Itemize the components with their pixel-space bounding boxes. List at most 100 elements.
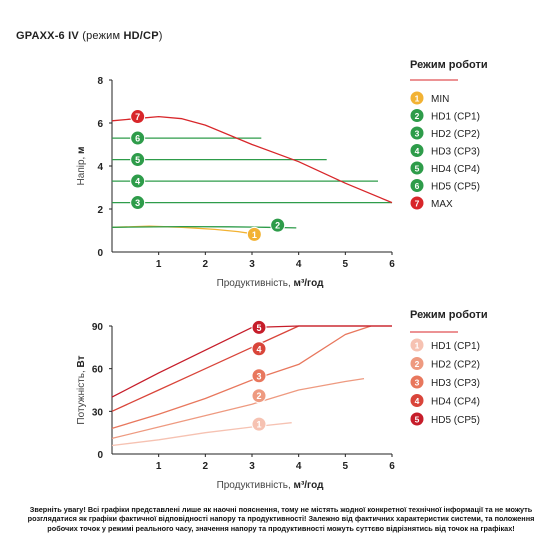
series-marker-4 [251,341,267,357]
series-marker-3 [251,368,267,384]
legend-marker-label: 3 [415,129,420,139]
legend-marker-label: 5 [415,415,420,425]
legend-marker-3 [410,375,424,389]
series-marker-4 [130,173,146,189]
series-marker-label: 1 [256,420,261,430]
legend-marker-4 [410,144,424,157]
legend-marker-4 [410,394,424,407]
legend-marker-label: 3 [415,378,420,388]
series-marker-label: 2 [256,391,261,401]
series-marker-2 [251,388,267,404]
series-marker-label: 2 [275,221,280,231]
disclaimer-note: Зверніть увагу! Всі графіки представлені… [27,505,535,533]
legend-marker-label: 7 [415,199,420,209]
legend-entry: HD4 (CP4) [431,397,480,408]
series-line-5 [111,325,392,398]
legend-marker-label: 6 [415,181,420,191]
legend-marker-label: 4 [415,146,420,156]
series-marker-1 [251,416,267,432]
x-axis-label: Продуктивність, м³/год [217,278,325,289]
legend-marker-5 [410,412,424,426]
legend-marker-2 [410,109,424,122]
y-tick-label: 8 [97,76,103,87]
legend-marker-label: 2 [415,111,420,121]
series-marker-1 [246,226,262,242]
legend-marker-label: 5 [415,164,420,174]
legend-marker-6 [410,179,424,192]
series-marker-5 [130,152,146,168]
y-tick-label: 30 [92,407,104,418]
chart-title: GPAXX-6 IV (режим HD/CP) [16,30,163,42]
series-marker-label: 3 [135,198,140,208]
series-marker-2 [270,217,286,233]
series-line-2 [111,225,297,229]
legend-entry: HD3 (CP3) [431,147,480,158]
legend-title: Режим роботи [410,309,488,321]
series-marker-6 [130,130,146,146]
model-name-suffix: XX-6 IV [39,30,79,42]
series-line-2 [111,377,365,440]
series-marker-label: 1 [252,230,257,240]
series-marker-7 [130,109,146,125]
mode-name: HD/CP [123,30,159,42]
legend-marker-7 [410,196,424,210]
legend-entry: HD5 (CP5) [431,182,480,193]
legend-marker-1 [410,338,424,352]
legend-marker-1 [410,91,424,105]
series-marker-label: 7 [135,112,140,122]
legend-entry: MIN [431,94,449,105]
x-tick-label: 5 [343,259,349,270]
y-tick-label: 4 [97,162,103,173]
series-line-3 [111,325,372,430]
legend-marker-label: 2 [415,359,420,369]
legend-entry: HD4 (CP4) [431,164,480,175]
legend-marker-5 [410,161,424,175]
chart-1: 0 2 4 6 8 1 2 3 4 5 6 Продуктивність, м³/год Напір, … [76,59,488,289]
legend-marker-2 [410,357,424,370]
x-tick-label: 3 [249,259,255,270]
series-marker-label: 4 [256,344,261,354]
origin-tick-label: 0 [97,248,103,259]
series-marker-label: 5 [135,155,140,165]
series-line-4 [111,325,392,412]
y-axis-label: Потужність, Вт [76,355,87,424]
mode-suffix: ) [158,30,163,42]
x-axis-label: Продуктивність, м³/год [217,480,325,491]
series-marker-label: 3 [256,371,261,381]
y-tick-label: 6 [97,119,103,130]
legend-marker-label: 1 [415,94,420,104]
y-tick-label: 2 [97,205,103,216]
x-tick-label: 2 [203,259,209,270]
model-name-bold: GPA [16,30,40,42]
x-tick-label: 6 [389,461,395,472]
x-tick-label: 4 [296,461,302,472]
legend-entry: HD1 (CP1) [431,112,480,123]
series-marker-label: 4 [135,177,140,187]
chart-2: 0 30 60 90 1 2 3 4 5 6 Продуктивність, м³/год Потуж… [76,309,488,491]
legend-title: Режим роботи [410,59,488,71]
legend-marker-label: 1 [415,341,420,351]
legend-entry: HD5 (CP5) [431,415,480,426]
legend-entry: HD2 (CP2) [431,129,480,140]
x-tick-label: 1 [156,259,162,270]
y-tick-label: 90 [92,322,104,333]
legend-entry: MAX [431,199,453,210]
x-tick-label: 4 [296,259,302,270]
series-marker-label: 6 [135,134,140,144]
legend-marker-3 [410,126,424,140]
series-marker-3 [130,195,146,211]
x-tick-label: 1 [156,461,162,472]
series-marker-5 [251,319,267,335]
x-tick-label: 6 [389,259,395,270]
y-tick-label: 60 [92,365,104,376]
legend-entry: HD1 (CP1) [431,341,480,352]
x-tick-label: 2 [203,461,209,472]
series-marker-label: 5 [256,323,261,333]
x-tick-label: 3 [249,461,255,472]
legend-entry: HD3 (CP3) [431,378,480,389]
x-tick-label: 5 [343,461,349,472]
legend-marker-label: 4 [415,396,420,406]
origin-tick-label: 0 [97,450,103,461]
mode-prefix: (режим [82,30,124,42]
